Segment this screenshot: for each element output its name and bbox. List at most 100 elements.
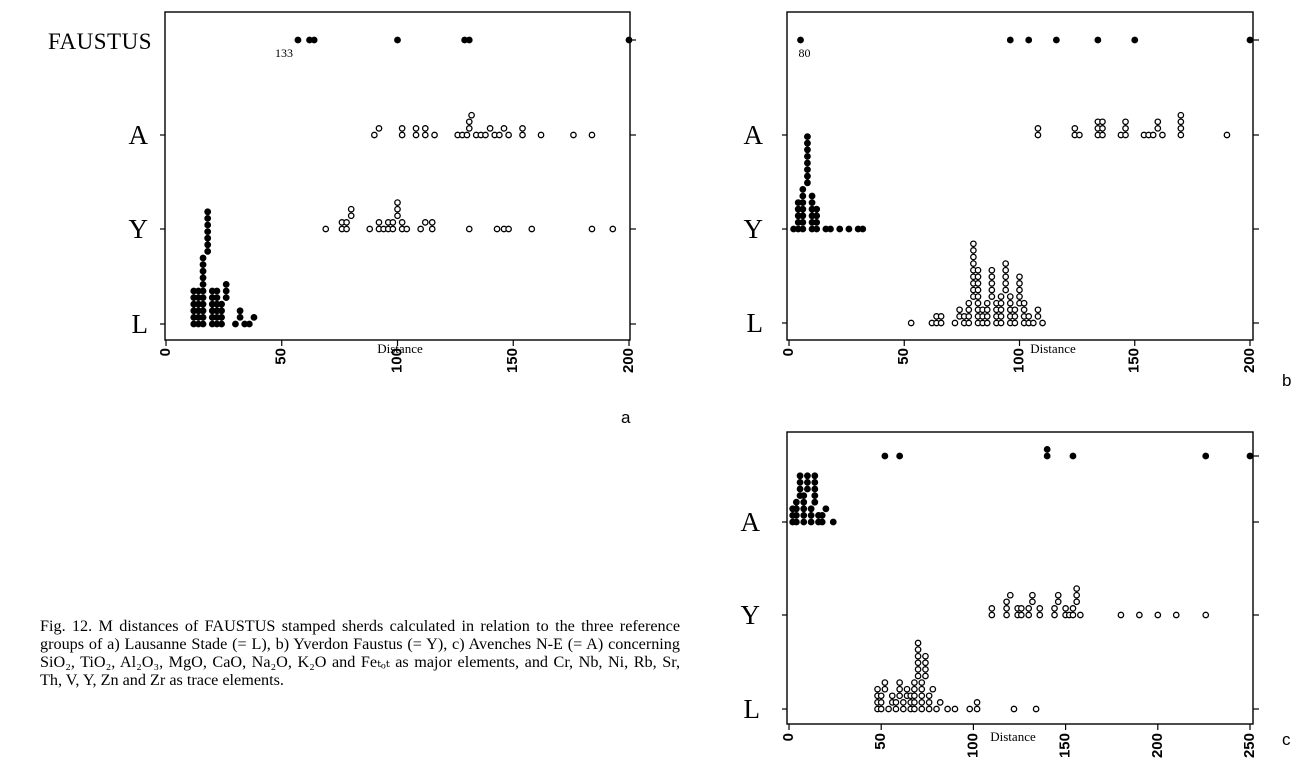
data-point-a [804,478,811,486]
data-point-y [493,225,501,233]
category-label-a: A [129,120,149,150]
data-point-a [811,498,819,506]
data-point-l [204,247,212,255]
data-point-a [796,485,804,493]
data-point-a [468,111,475,119]
data-point-a [811,478,819,486]
data-point-y [804,172,811,180]
data-point-a [800,518,808,526]
data-point-l [199,287,207,295]
data-point-l [896,692,903,700]
data-point-a [792,512,800,519]
data-point-y [1073,591,1081,599]
data-point-l [1016,286,1023,294]
data-point-y [343,219,350,226]
data-point-l [965,299,973,307]
data-point-l [232,320,239,328]
data-point-y [1077,611,1084,619]
data-point-l [204,228,212,235]
data-point-l [911,699,918,706]
data-point-y [1051,611,1058,619]
data-point-l [936,699,944,706]
x-tick-label: 150 [504,348,521,373]
data-point-a [807,505,815,513]
data-point-a [465,118,473,126]
data-point-l [1016,273,1023,281]
data-point-y [588,225,596,233]
data-point-y [813,205,821,213]
data-point-l [988,280,996,287]
data-point-l [911,692,918,700]
data-point-y [799,218,807,226]
data-point-l [881,685,889,693]
data-point-l [199,294,207,301]
data-point-l [245,320,253,328]
category-label-l: L [744,694,761,724]
data-point-l [988,273,996,281]
data-point-l [222,280,230,288]
data-point-y [347,205,355,213]
data-point-y [799,185,807,193]
panel-letter-a: a [621,408,631,427]
data-point-l [199,274,207,282]
data-point-l [951,705,959,713]
data-point-a [818,518,826,526]
x-tick-label: 50 [872,733,889,750]
category-label-y: Y [741,600,761,630]
x-tick-label: 100 [964,733,981,758]
data-point-l [218,300,225,308]
data-point-y [528,225,536,233]
data-point-y [398,219,406,226]
data-point-l [199,261,207,268]
data-point-y [1117,611,1125,619]
data-point-y [1036,611,1044,619]
data-point-a [537,131,545,139]
data-point-l [997,306,1005,314]
data-point-l [983,319,991,327]
data-point-y [827,225,834,233]
x-tick-label: 200 [620,348,637,373]
data-point-l [988,286,996,294]
data-point-a [431,131,438,139]
point-annotation: 80 [799,46,811,60]
data-point-l [236,307,244,315]
data-point-a [792,505,800,513]
data-point-l [892,699,900,706]
data-point-l [922,652,929,660]
data-point-y [1017,611,1025,619]
data-point-y [1017,605,1025,612]
data-point-y [394,212,401,220]
data-point-a [421,125,429,132]
data-point-faustus [1094,36,1102,44]
data-point-a [1071,125,1079,132]
data-point-a [496,131,503,139]
data-point-a [1034,131,1042,139]
data-point-a [505,131,512,139]
data-point-l [1011,319,1019,327]
data-point-a [800,512,808,519]
data-point-y [1154,611,1162,619]
x-tick-label: 0 [157,348,174,356]
data-point-y [1073,598,1081,606]
data-point-a [421,131,429,139]
x-tick-label: 200 [1241,348,1258,373]
data-point-a [811,485,819,493]
data-point-l [997,319,1005,327]
data-point-y [1054,598,1062,606]
data-point-a [1122,125,1129,132]
data-point-a [1177,118,1185,126]
data-point-y [799,205,807,213]
data-point-l [974,266,982,274]
data-point-a [829,518,837,526]
x-tick-label: 0 [780,348,797,356]
data-point-l [1020,299,1028,307]
data-point-l [1020,306,1028,314]
data-point-l [199,280,207,288]
data-point-y [465,225,473,233]
data-point-l [199,320,207,328]
data-point-l [1006,299,1014,307]
data-point-l [250,313,258,321]
x-tick-label: 50 [273,348,290,365]
data-point-l [1006,293,1014,300]
data-point-a [1154,125,1162,132]
